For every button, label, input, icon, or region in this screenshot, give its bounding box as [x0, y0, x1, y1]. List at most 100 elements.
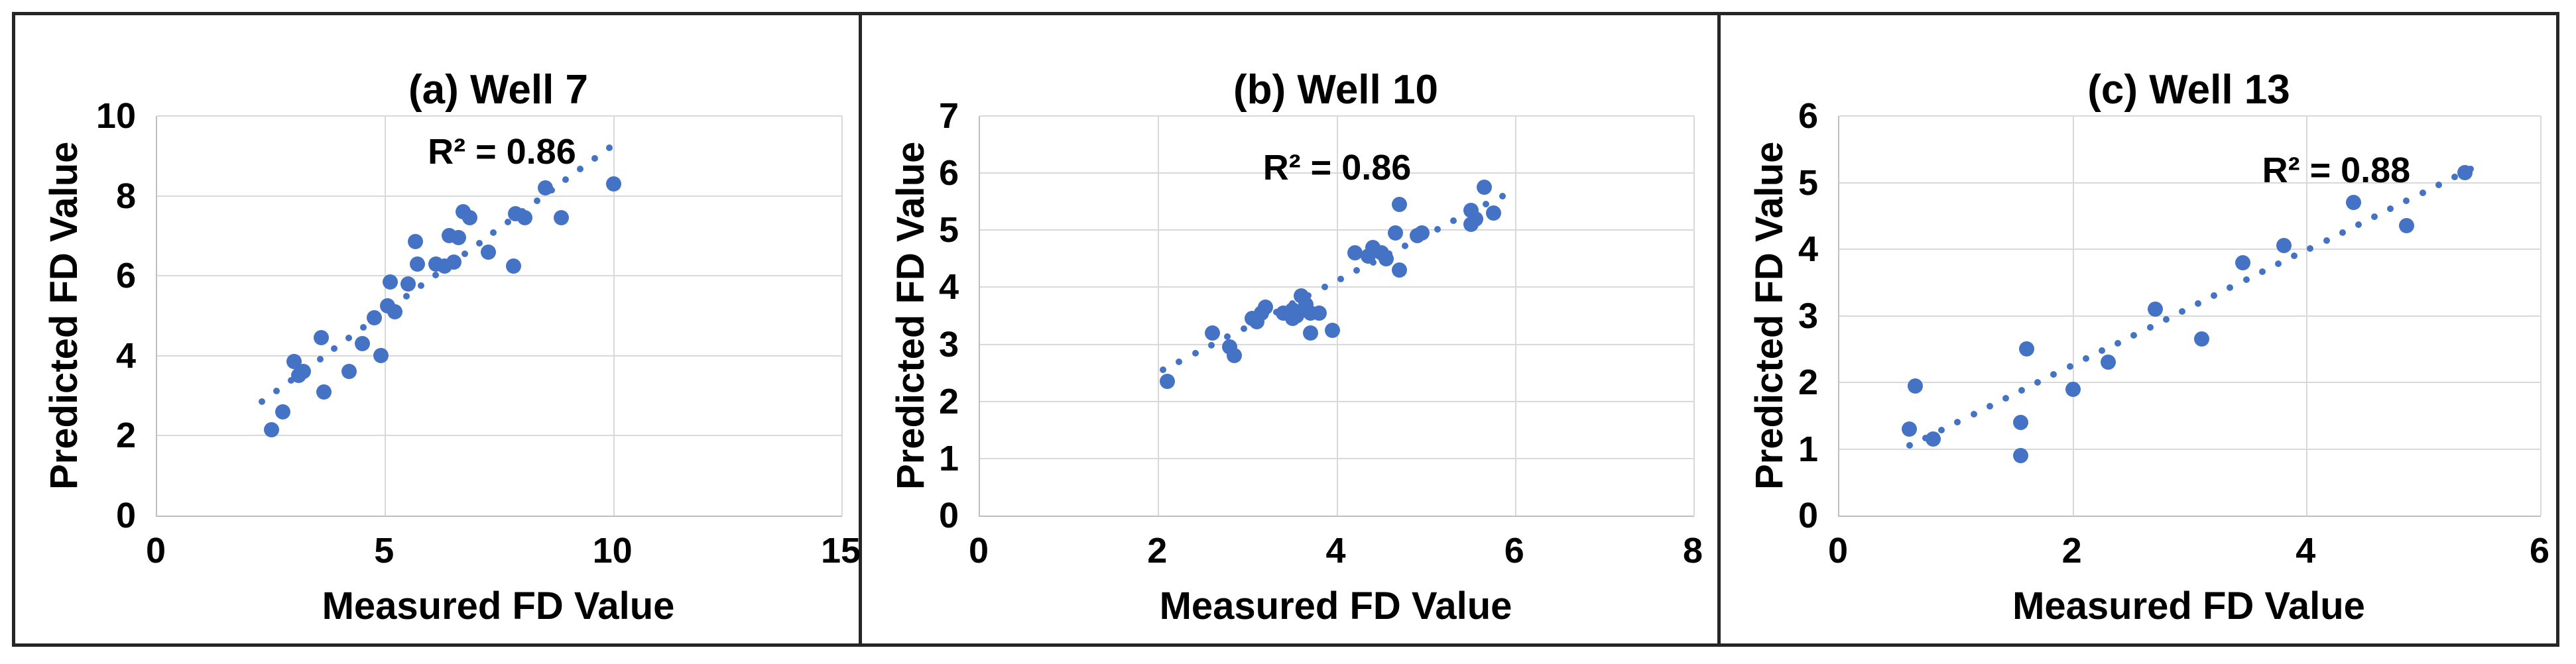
trendline-dot — [1938, 426, 1945, 433]
trendline-dot — [533, 197, 540, 204]
trendline-dot — [1353, 267, 1361, 274]
data-point — [2235, 254, 2250, 270]
y-tick-label: 6 — [115, 256, 136, 296]
data-point — [1312, 305, 1327, 321]
gridline-horizontal — [157, 275, 842, 277]
x-tick-label: 10 — [592, 531, 633, 571]
data-point — [1477, 180, 1493, 195]
trendline-dot — [2211, 292, 2218, 300]
trendline-dot — [2403, 197, 2410, 205]
trendline-dot — [2435, 182, 2442, 189]
data-point — [2457, 164, 2473, 180]
chart-panel-well7: (a) Well 7 Predicted FD Value R² = 0.86 … — [15, 15, 862, 643]
data-point — [263, 421, 279, 437]
trendline-dot — [2419, 190, 2426, 197]
y-tick-label: 6 — [1798, 96, 1818, 136]
chart-panel-well10: (b) Well 10 Predicted FD Value R² = 0.86… — [862, 15, 1721, 643]
gridline-vertical — [613, 116, 615, 516]
trendline-dot — [2115, 339, 2122, 347]
gridline-horizontal — [1839, 249, 2541, 250]
data-point — [2012, 448, 2028, 464]
trendline-dot — [1906, 442, 1913, 449]
plot-area: R² = 0.86 — [979, 115, 1695, 517]
trendline-dot — [505, 218, 512, 225]
gridline-horizontal — [1839, 182, 2541, 184]
x-tick-label: 6 — [2529, 531, 2550, 571]
trendline-dot — [2371, 213, 2378, 220]
x-tick-label: 6 — [1504, 531, 1524, 571]
trendline-dot — [605, 144, 613, 152]
x-tick-label: 4 — [1325, 531, 1346, 571]
data-point — [462, 210, 478, 226]
trendline-dot — [1208, 341, 1215, 349]
trendline-dot — [2242, 276, 2250, 284]
y-axis-title: Predicted FD Value — [42, 141, 86, 490]
trendline-dot — [259, 398, 266, 406]
trendline-dot — [2387, 205, 2394, 212]
gridline-vertical — [2072, 116, 2074, 516]
trendline-dot — [2050, 371, 2057, 378]
trendline-dot — [2146, 323, 2154, 331]
y-tick-label: 2 — [938, 381, 959, 421]
y-tick-label: 1 — [1798, 429, 1818, 469]
figure-frame: (a) Well 7 Predicted FD Value R² = 0.86 … — [12, 12, 2559, 647]
trendline-dot — [2307, 245, 2314, 252]
x-tick-label: 4 — [2296, 531, 2316, 571]
gridline-horizontal — [157, 115, 842, 117]
r-squared-annotation: R² = 0.86 — [1262, 147, 1412, 188]
y-tick-label: 4 — [115, 335, 136, 376]
trendline-dot — [2066, 363, 2073, 370]
gridline-vertical — [1158, 116, 1160, 516]
trendline-dot — [2355, 221, 2362, 228]
chart-title: (a) Well 7 — [408, 67, 589, 113]
data-point — [451, 230, 467, 246]
trendline-dot — [1224, 333, 1231, 341]
trendline-dot — [1986, 402, 1993, 410]
chart-title: (b) Well 10 — [1233, 67, 1438, 113]
y-tick-label: 0 — [938, 496, 959, 535]
trendline-dot — [288, 377, 294, 384]
data-point — [1485, 205, 1501, 221]
data-point — [314, 330, 330, 346]
gridline-vertical — [1514, 116, 1516, 516]
trendline-dot — [2275, 260, 2282, 268]
data-point — [366, 310, 382, 325]
gridline-vertical — [841, 116, 843, 516]
y-tick-label: 10 — [95, 96, 136, 136]
trendline-dot — [562, 176, 570, 184]
data-point — [1392, 197, 1408, 213]
chart-panel-well13: (c) Well 13 Predicted FD Value R² = 0.88… — [1721, 15, 2556, 643]
data-point — [537, 180, 553, 196]
trendline-dot — [273, 388, 280, 395]
trendline-dot — [418, 282, 425, 289]
trendline-dot — [432, 271, 440, 278]
trendline-dot — [403, 292, 410, 300]
data-point — [382, 274, 398, 290]
data-point — [1902, 421, 1918, 437]
trendline-dot — [1240, 325, 1247, 332]
data-point — [316, 384, 332, 400]
trendline-dot — [1176, 358, 1183, 365]
x-axis-title: Measured FD Value — [322, 584, 675, 628]
y-tick-label: 2 — [115, 415, 136, 456]
data-point — [2398, 218, 2414, 234]
data-point — [373, 348, 389, 364]
trendline-dot — [345, 335, 353, 342]
trendline-dot — [331, 345, 338, 353]
data-point — [2065, 381, 2081, 397]
trendline-dot — [1369, 258, 1377, 266]
trendline-dot — [2130, 331, 2138, 339]
data-point — [517, 210, 532, 226]
trendline-dot — [2339, 229, 2346, 236]
data-point — [2346, 195, 2362, 211]
gridline-horizontal — [157, 435, 842, 437]
trendline-dot — [2258, 268, 2266, 276]
trendline-dot — [2291, 252, 2298, 260]
y-tick-label: 2 — [1798, 362, 1818, 402]
y-tick-label: 0 — [1798, 496, 1818, 535]
trendline-dot — [2178, 307, 2185, 315]
data-point — [1325, 322, 1341, 338]
gridline-horizontal — [1839, 448, 2541, 450]
data-point — [1227, 348, 1243, 364]
x-tick-label: 5 — [374, 531, 395, 571]
